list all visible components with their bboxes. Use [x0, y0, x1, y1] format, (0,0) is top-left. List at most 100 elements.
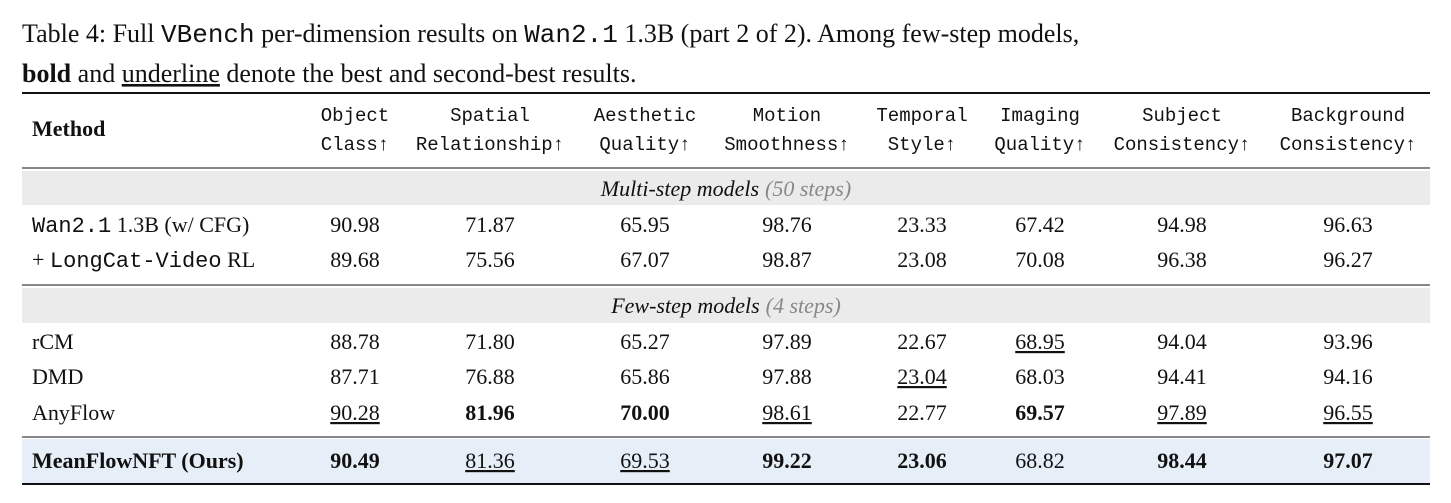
cell-value: 70.00 — [620, 400, 670, 425]
column-header: Subject — [1142, 105, 1222, 127]
cell-value: 98.76 — [762, 212, 812, 237]
cell-value: 23.04 — [897, 364, 947, 389]
cell-value: 69.53 — [620, 448, 670, 473]
column-header: Aesthetic — [594, 105, 697, 127]
text-segment: AnyFlow — [32, 400, 115, 425]
text-segment: RL — [222, 247, 256, 272]
rich-text: bold and underline denote the best and s… — [22, 59, 637, 88]
cell-value: 97.07 — [1323, 448, 1373, 473]
text-segment: 1.3B (part 2 of 2). Among few-step model… — [618, 19, 1079, 48]
rich-text: AnyFlow — [32, 400, 115, 425]
cell-value: 96.63 — [1323, 212, 1373, 237]
cell-value: 93.96 — [1323, 329, 1373, 354]
rich-text: MeanFlowNFT (Ours) — [32, 448, 244, 473]
text-segment: + — [32, 247, 50, 272]
cell-value: 68.95 — [1015, 329, 1065, 354]
column-header: Quality↑ — [994, 134, 1085, 156]
cell-value: 97.89 — [1157, 400, 1207, 425]
section-label: Few-step models (4 steps) — [610, 293, 841, 318]
cell-value: 65.86 — [620, 364, 670, 389]
cell-value: 94.98 — [1157, 212, 1207, 237]
section-note: (50 steps) — [765, 176, 851, 201]
section-note: (4 steps) — [766, 293, 841, 318]
column-header: Motion — [753, 105, 821, 127]
cell-value: 94.16 — [1323, 364, 1373, 389]
column-header: Consistency↑ — [1114, 134, 1251, 156]
cell-value: 67.07 — [620, 247, 670, 272]
text-segment: denote the best and second-best results. — [220, 59, 637, 88]
cell-value: 22.77 — [897, 400, 947, 425]
cell-value: 76.88 — [465, 364, 515, 389]
section-label: Multi-step models (50 steps) — [600, 176, 851, 201]
cell-value: 88.78 — [330, 329, 380, 354]
column-header: Style↑ — [888, 134, 956, 156]
section-name: Few-step models — [610, 293, 759, 318]
text-segment: Wan2.1 — [32, 214, 111, 239]
text-segment: per-dimension results on — [255, 19, 525, 48]
cell-value: 75.56 — [465, 247, 515, 272]
cell-value: 68.82 — [1015, 448, 1065, 473]
rich-text: rCM — [32, 329, 74, 354]
method-header: Method — [32, 116, 105, 141]
cell-value: 23.08 — [897, 247, 947, 272]
cell-value: 96.38 — [1157, 247, 1207, 272]
section-band — [22, 288, 1430, 323]
cell-value: 23.06 — [897, 448, 947, 473]
rich-text: DMD — [32, 364, 83, 389]
text-segment: Wan2.1 — [524, 20, 618, 50]
column-header: Quality↑ — [599, 134, 690, 156]
cell-value: 71.87 — [465, 212, 515, 237]
text-segment: 1.3B (w/ CFG) — [111, 212, 249, 237]
cell-value: 70.08 — [1015, 247, 1065, 272]
text-segment: underline — [122, 59, 220, 88]
cell-value: 98.87 — [762, 247, 812, 272]
cell-value: 90.49 — [330, 448, 380, 473]
text-segment: and — [71, 59, 122, 88]
text-segment: bold — [22, 59, 72, 88]
cell-value: 65.27 — [620, 329, 670, 354]
text-segment: rCM — [32, 329, 74, 354]
column-header: Smoothness↑ — [724, 134, 849, 156]
cell-value: 94.04 — [1157, 329, 1207, 354]
cell-value: 90.98 — [330, 212, 380, 237]
text-segment: DMD — [32, 364, 83, 389]
cell-value: 99.22 — [762, 448, 812, 473]
column-header: Class↑ — [321, 134, 389, 156]
cell-value: 90.28 — [330, 400, 380, 425]
cell-value: 22.67 — [897, 329, 947, 354]
cell-value: 96.27 — [1323, 247, 1373, 272]
column-header: Imaging — [1000, 105, 1080, 127]
column-header: Object — [321, 105, 389, 127]
cell-value: 67.42 — [1015, 212, 1065, 237]
text-segment: VBench — [161, 20, 255, 50]
rich-text: + LongCat-Video RL — [32, 247, 255, 274]
cell-value: 87.71 — [330, 364, 380, 389]
text-segment: LongCat-Video — [50, 249, 222, 274]
cell-value: 96.55 — [1323, 400, 1373, 425]
column-header: Relationship↑ — [416, 134, 564, 156]
cell-value: 69.57 — [1015, 400, 1065, 425]
column-header: Background — [1291, 105, 1405, 127]
cell-value: 81.96 — [465, 400, 515, 425]
cell-value: 71.80 — [465, 329, 515, 354]
text-segment: Table 4: Full — [22, 19, 161, 48]
cell-value: 89.68 — [330, 247, 380, 272]
column-header: Temporal — [876, 105, 967, 127]
column-header: Spatial — [450, 105, 530, 127]
cell-value: 97.88 — [762, 364, 812, 389]
column-header: Consistency↑ — [1280, 134, 1417, 156]
cell-value: 81.36 — [465, 448, 515, 473]
cell-value: 65.95 — [620, 212, 670, 237]
ours-band — [22, 439, 1430, 483]
cell-value: 98.61 — [762, 400, 812, 425]
text-segment: MeanFlowNFT (Ours) — [32, 448, 244, 473]
rich-text: Table 4: Full VBench per-dimension resul… — [22, 19, 1079, 50]
cell-value: 97.89 — [762, 329, 812, 354]
cell-value: 68.03 — [1015, 364, 1065, 389]
cell-value: 98.44 — [1157, 448, 1207, 473]
section-name: Multi-step models — [600, 176, 759, 201]
section-band — [22, 171, 1430, 205]
cell-value: 23.33 — [897, 212, 947, 237]
rich-text: Wan2.1 1.3B (w/ CFG) — [32, 212, 249, 239]
